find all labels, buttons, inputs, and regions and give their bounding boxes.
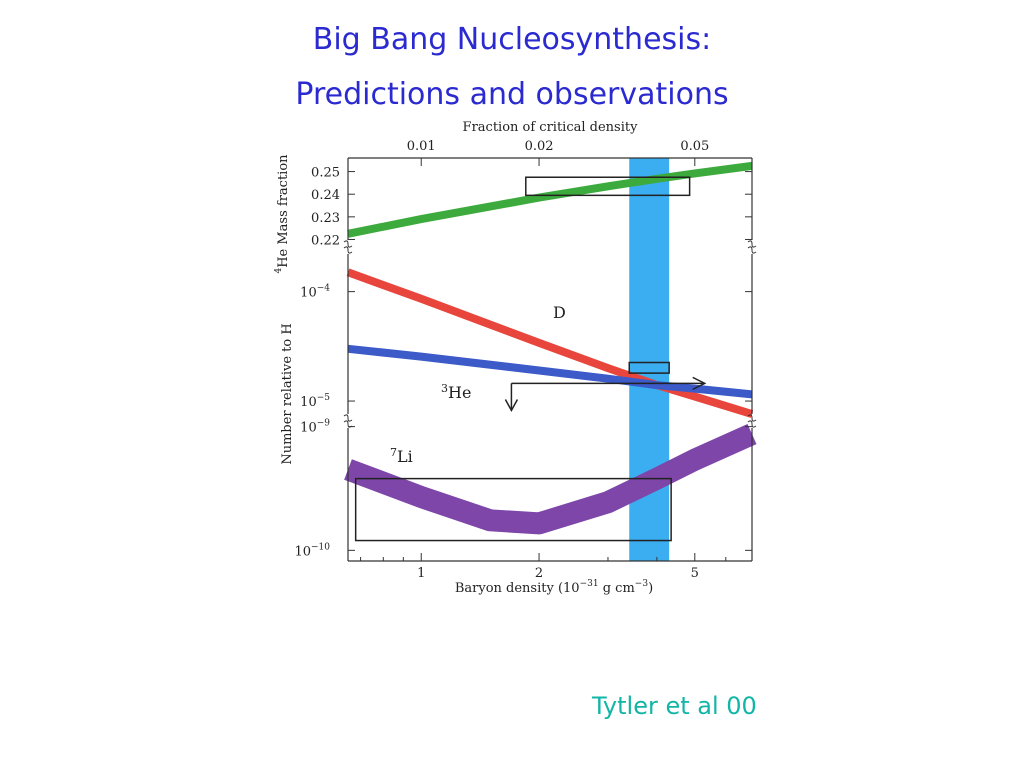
top-axis-label: Fraction of critical density	[463, 120, 639, 135]
slide-title-line-1: Big Bang Nucleosynthesis:	[312, 22, 712, 57]
x-axis-label: Baryon density (10−31 g cm−3)	[455, 579, 653, 596]
he4-curve	[347, 161, 753, 238]
y-tick-label: 0.25	[311, 166, 340, 181]
he4-observation-box	[525, 176, 691, 197]
y-tick-label: 10−4	[300, 284, 330, 301]
he4-axis-label: 4He Mass fraction	[274, 154, 291, 274]
slide-title-line-2: Predictions and observations	[295, 77, 729, 112]
top-tick-label: 0.01	[407, 139, 436, 154]
he3-label: 3He	[441, 382, 471, 402]
deuterium-curve	[346, 268, 754, 418]
deuterium-arrowhead	[692, 376, 707, 391]
deuterium-observation-box	[628, 361, 670, 374]
li7-observation-box	[354, 477, 672, 542]
y-tick-label: 0.24	[311, 188, 340, 203]
x-tick-label: 2	[535, 566, 543, 581]
li7-curve	[344, 424, 757, 535]
axis-break-mark	[747, 414, 757, 428]
li7-label: 7Li	[390, 446, 413, 466]
x-tick-label: 5	[691, 566, 699, 581]
axis-break-mark	[747, 240, 757, 254]
axis-break-mark	[343, 414, 353, 428]
y-tick-label: 0.22	[311, 233, 340, 248]
top-tick-label: 0.02	[525, 139, 554, 154]
axis-break-mark	[343, 240, 353, 254]
y-tick-label: 0.23	[311, 211, 340, 226]
deuterium-label: D	[553, 303, 566, 322]
y-tick-label: 10−9	[300, 419, 330, 436]
top-tick-label: 0.05	[680, 139, 709, 154]
credit-text: Tytler et al 00	[592, 692, 757, 720]
ratio-axis-label: Number relative to H	[280, 323, 295, 464]
y-tick-label: 10−10	[294, 542, 330, 559]
he3-limit-arrowhead	[504, 399, 519, 413]
y-tick-label: 10−5	[300, 393, 330, 410]
x-tick-label: 1	[417, 566, 425, 581]
he3-curve	[347, 344, 753, 399]
